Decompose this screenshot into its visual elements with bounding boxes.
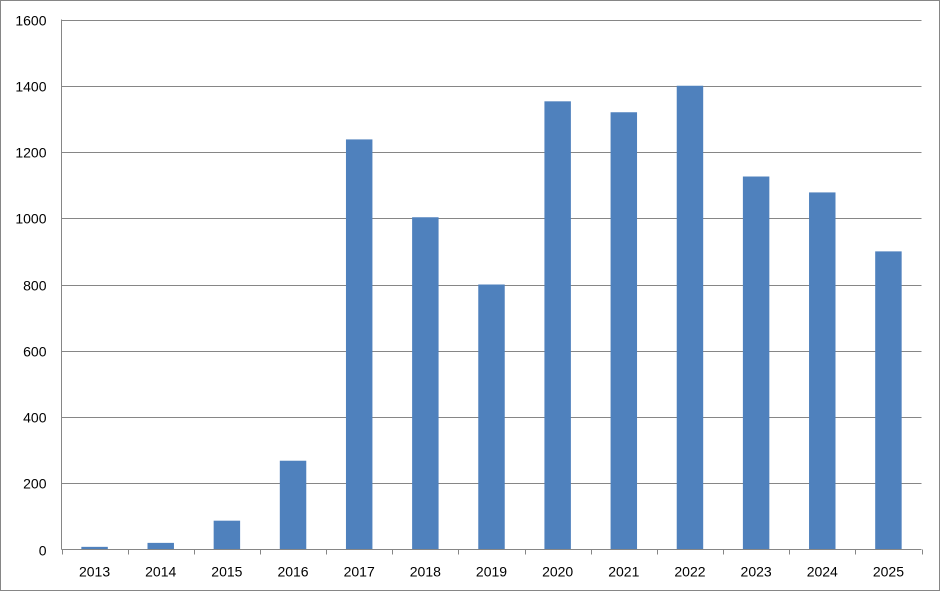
- x-tick-label: 2022: [674, 564, 705, 580]
- x-tick-label: 2018: [410, 564, 441, 580]
- x-tick-label: 2024: [807, 564, 838, 580]
- bar-2023: [742, 176, 770, 550]
- y-tick-label: 600: [23, 344, 47, 360]
- x-tick-label: 2015: [211, 564, 242, 580]
- axes: [61, 19, 923, 555]
- tick-labels: 0 200 400 600 800 1000 1200 1400 1600 2013 2014 201…: [15, 13, 904, 580]
- y-tick-label: 0: [39, 543, 47, 559]
- x-tick-label: 2025: [873, 564, 904, 580]
- y-tick-label: 1000: [15, 211, 46, 227]
- bars: [81, 85, 902, 550]
- x-tick-label: 2021: [608, 564, 639, 580]
- y-tick-label: 800: [23, 278, 47, 294]
- x-tick-label: 2023: [741, 564, 772, 580]
- y-tick-label: 1400: [15, 79, 46, 95]
- y-tick-label: 200: [23, 476, 47, 492]
- bar-2018: [412, 217, 439, 550]
- x-tick-label: 2020: [542, 564, 573, 580]
- bar-2025: [875, 251, 902, 550]
- bar-2014: [147, 542, 174, 550]
- bar-2015: [213, 520, 241, 550]
- bar-2019: [478, 284, 505, 550]
- bar-2021: [610, 112, 638, 550]
- x-tick-label: 2019: [476, 564, 507, 580]
- y-tick-label: 400: [23, 410, 47, 426]
- y-tick-label: 1200: [15, 145, 46, 161]
- bar-2024: [809, 192, 836, 550]
- x-tick-label: 2014: [145, 564, 176, 580]
- y-tick-label: 1600: [15, 13, 46, 29]
- x-tick-label: 2013: [79, 564, 110, 580]
- bar-2017: [345, 139, 373, 550]
- x-tick-label: 2017: [344, 564, 375, 580]
- x-tick-label: 2016: [277, 564, 308, 580]
- bar-2022: [676, 85, 704, 550]
- bar-2013: [81, 546, 108, 550]
- bar-2020: [544, 101, 571, 550]
- bar-2016: [279, 460, 307, 550]
